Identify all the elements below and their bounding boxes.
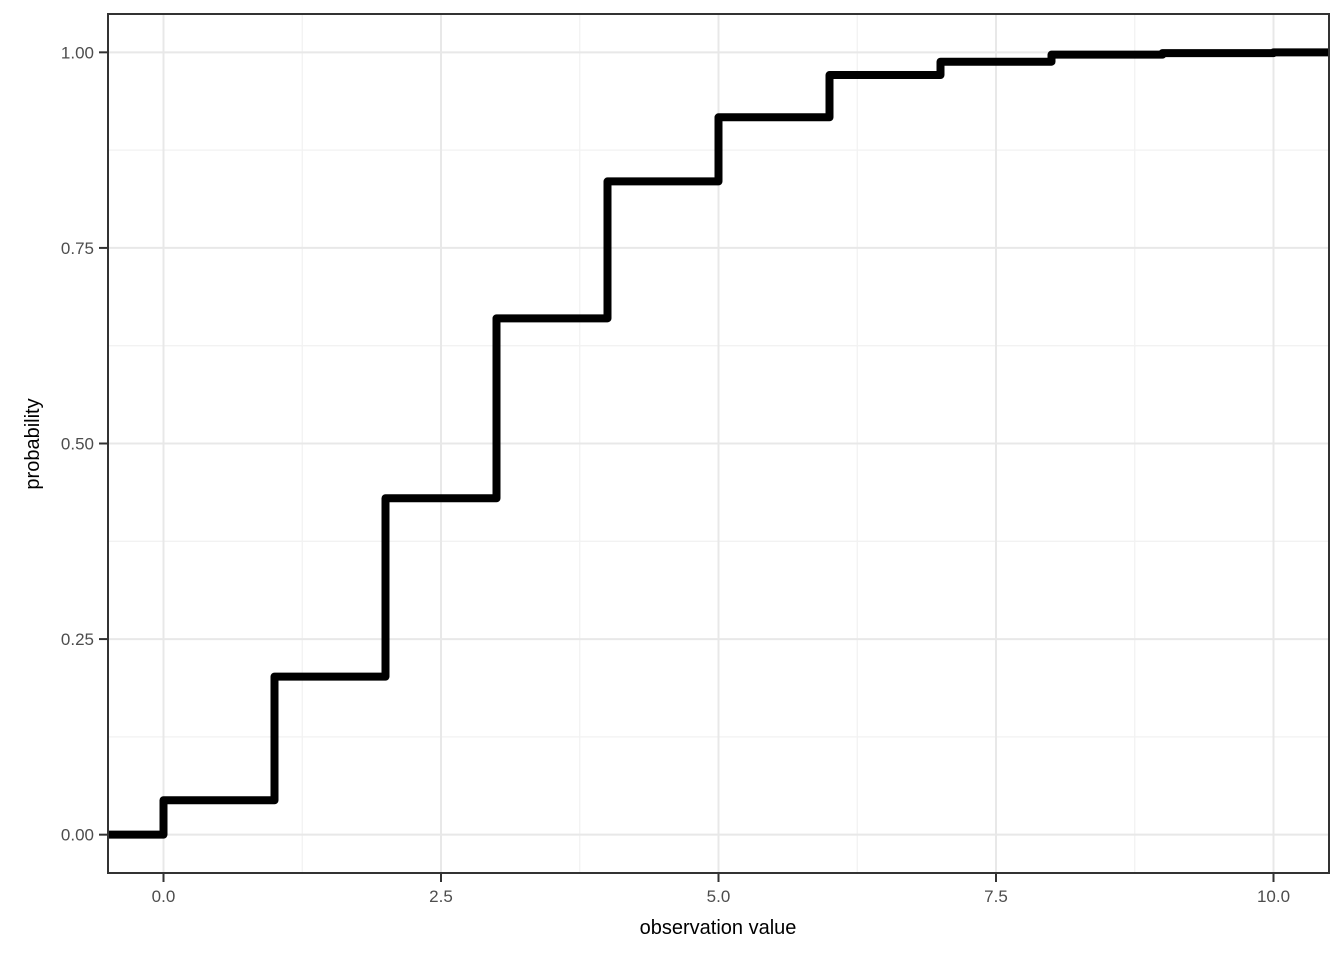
panel-border (107, 13, 1330, 874)
y-axis-title: probability (22, 398, 44, 490)
x-axis-title: observation value (639, 917, 797, 939)
x-tick-label: 0.0 (152, 887, 176, 906)
x-tick-label: 2.5 (429, 887, 453, 906)
y-tick-label: 0.25 (61, 630, 94, 649)
x-tick-label: 7.5 (984, 887, 1008, 906)
x-tick-label: 10.0 (1257, 887, 1290, 906)
y-tick-label: 0.75 (61, 239, 94, 258)
y-tick-label: 0.50 (61, 435, 94, 454)
y-tick-label: 0.00 (61, 826, 94, 845)
y-tick-label: 1.00 (61, 43, 94, 62)
ecdf-step-line (108, 48, 1329, 839)
x-tick-label: 5.0 (707, 887, 731, 906)
